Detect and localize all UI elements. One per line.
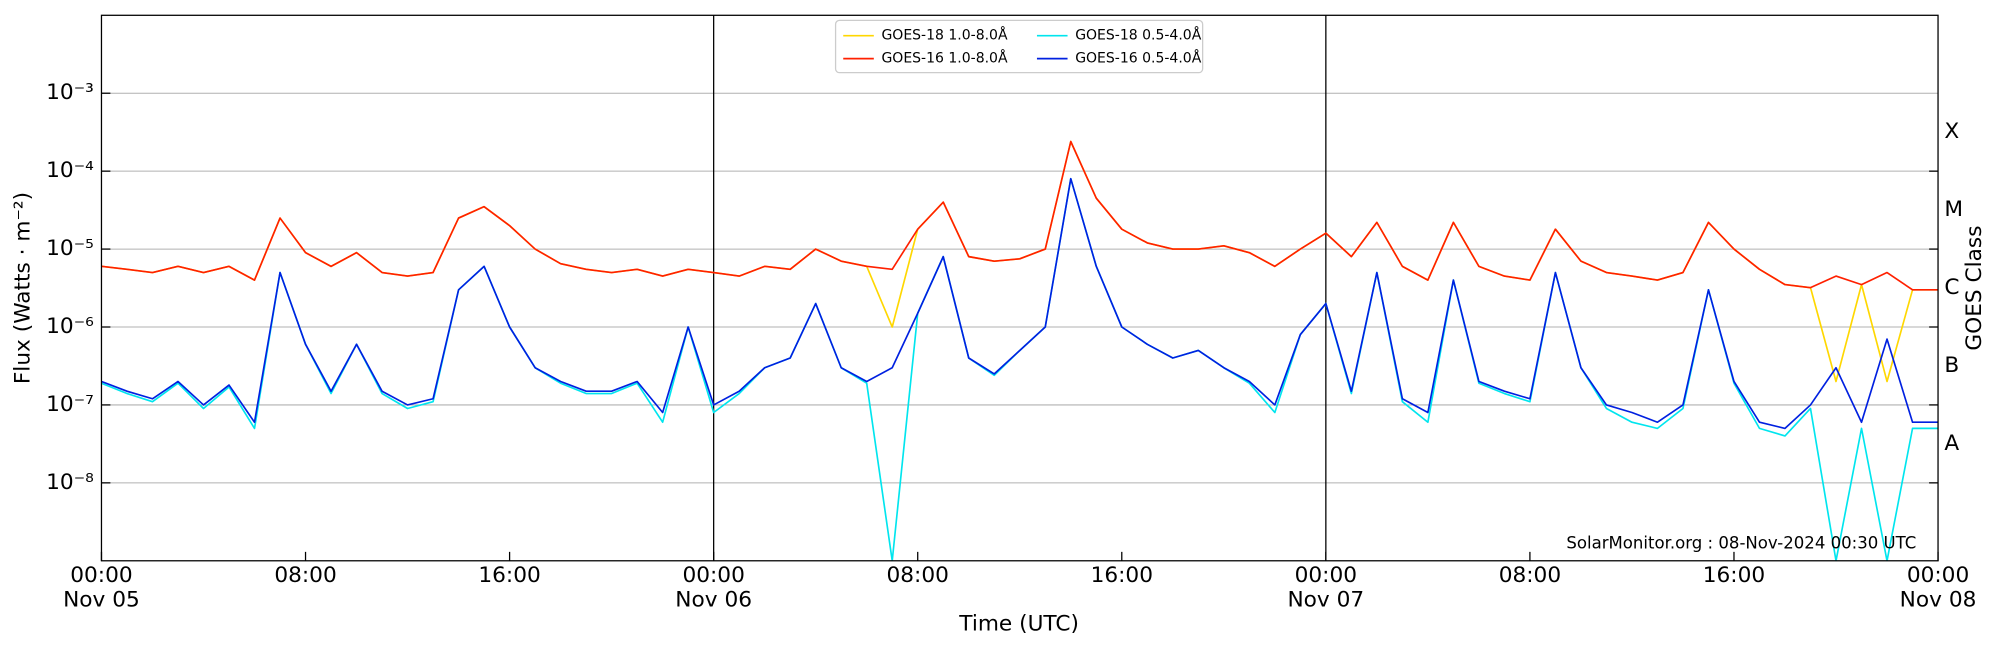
flux-line: [101, 140, 1939, 291]
y-tick-label: 10⁻⁵: [46, 236, 94, 261]
x-tick-label: Nov 05: [63, 587, 140, 612]
legend-label: GOES-18 1.0-8.0Å: [881, 27, 1007, 44]
x-tick-label: 08:00: [887, 563, 949, 588]
y2-tick-label: M: [1944, 197, 1963, 222]
x-tick-label: 16:00: [1091, 563, 1153, 588]
x-tick-label: 16:00: [1703, 563, 1765, 588]
y-tick-label: 10⁻³: [46, 80, 94, 105]
x-tick-label: Nov 08: [1900, 587, 1977, 612]
y2-tick-label: B: [1944, 353, 1959, 378]
annotation: SolarMonitor.org : 08-Nov-2024 00:30 UTC: [1566, 534, 1916, 553]
plot-frame: [100, 14, 1939, 562]
y-tick-label: 10⁻⁷: [46, 392, 94, 417]
y2-tick-label: A: [1944, 431, 1959, 456]
y2-axis-label: GOES Class: [1962, 225, 1987, 350]
legend-label: GOES-16 1.0-8.0Å: [881, 50, 1007, 67]
legend-label: GOES-18 0.5-4.0Å: [1075, 27, 1201, 44]
y-tick-label: 10⁻⁶: [46, 314, 94, 339]
legend-label: GOES-16 0.5-4.0Å: [1075, 50, 1201, 67]
x-tick-label: Nov 06: [675, 587, 752, 612]
x-axis-label: Time (UTC): [958, 612, 1079, 637]
x-tick-label: 00:00: [70, 563, 132, 588]
flux-line: [101, 177, 1939, 430]
legend-box: [834, 19, 1204, 74]
x-tick-label: 08:00: [1499, 563, 1561, 588]
x-tick-label: 00:00: [1295, 563, 1357, 588]
x-tick-label: 08:00: [274, 563, 336, 588]
line-layer: [101, 140, 1939, 561]
x-tick-label: 00:00: [1907, 563, 1969, 588]
x-tick-label: 16:00: [478, 563, 540, 588]
y2-tick-label: X: [1944, 119, 1959, 144]
y-axis-label: Flux (Watts · m⁻²): [11, 192, 36, 384]
y-tick-label: 10⁻⁸: [46, 470, 94, 495]
y2-tick-label: C: [1944, 275, 1959, 300]
x-tick-label: 00:00: [682, 563, 744, 588]
x-tick-label: Nov 07: [1287, 587, 1364, 612]
y-tick-label: 10⁻⁴: [46, 158, 94, 183]
